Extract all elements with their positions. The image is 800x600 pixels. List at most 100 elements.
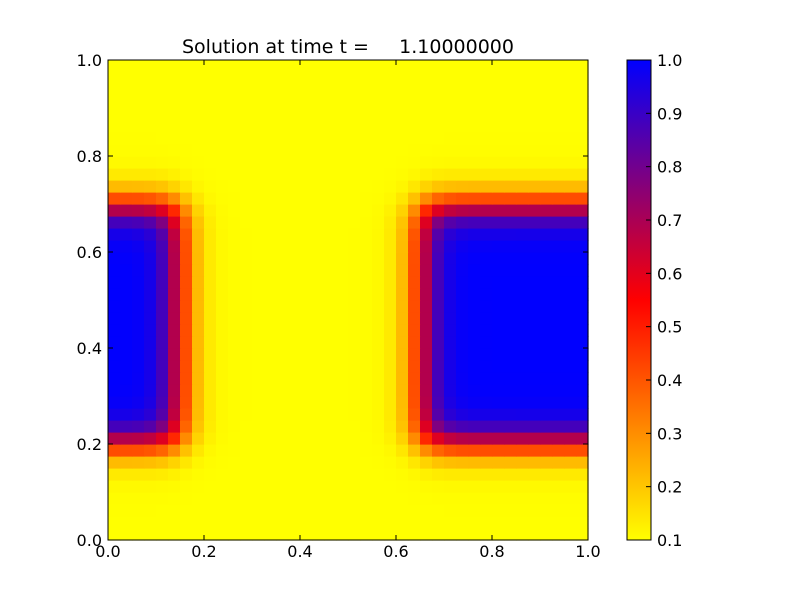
heatmap-cell (372, 468, 385, 481)
heatmap-cell (216, 408, 229, 421)
heatmap-cell (156, 444, 169, 457)
heatmap-cell (456, 456, 469, 469)
heatmap-cell (252, 120, 265, 133)
heatmap-cell (192, 72, 205, 85)
heatmap-cell (564, 168, 577, 181)
heatmap-cell (204, 516, 217, 529)
heatmap-cell (240, 276, 253, 289)
heatmap-cell (360, 384, 373, 397)
heatmap-cell (360, 300, 373, 313)
heatmap-cell (336, 72, 349, 85)
heatmap-cell (204, 60, 217, 73)
heatmap-cell (252, 156, 265, 169)
heatmap-cell (228, 84, 241, 97)
heatmap-cell (336, 348, 349, 361)
heatmap-cell (468, 192, 481, 205)
heatmap-cell (432, 420, 445, 433)
heatmap-cell (324, 216, 337, 229)
colorbar-tick-label: 0.6 (657, 264, 682, 283)
heatmap-cell (288, 300, 301, 313)
heatmap-cell (120, 168, 133, 181)
heatmap-cell (240, 408, 253, 421)
heatmap-cell (540, 444, 553, 457)
heatmap-cell (132, 228, 145, 241)
heatmap-cell (240, 180, 253, 193)
heatmap-cell (132, 156, 145, 169)
heatmap-cell (276, 348, 289, 361)
heatmap-cell (324, 96, 337, 109)
heatmap-cell (336, 480, 349, 493)
heatmap-cell (156, 456, 169, 469)
heatmap-cell (120, 480, 133, 493)
heatmap-cell (480, 516, 493, 529)
heatmap-cell (564, 432, 577, 445)
heatmap-cell (276, 156, 289, 169)
heatmap-cell (336, 240, 349, 253)
heatmap-cell (480, 96, 493, 109)
heatmap-cell (312, 264, 325, 277)
heatmap-cell (216, 516, 229, 529)
heatmap-cell (432, 312, 445, 325)
heatmap-cell (144, 372, 157, 385)
heatmap-cell (312, 240, 325, 253)
colorbar-tick-label: 0.1 (657, 531, 682, 550)
heatmap-cell (324, 108, 337, 121)
heatmap-cell (348, 408, 361, 421)
heatmap-cell (144, 132, 157, 145)
heatmap-cell (528, 168, 541, 181)
heatmap-cell (576, 516, 589, 529)
heatmap-cell (372, 156, 385, 169)
heatmap-cell (444, 144, 457, 157)
heatmap-cell (192, 108, 205, 121)
colorbar-tick-label: 0.7 (657, 211, 682, 230)
heatmap-cell (468, 264, 481, 277)
heatmap-cell (552, 156, 565, 169)
heatmap-cell (564, 108, 577, 121)
heatmap-cell (372, 132, 385, 145)
heatmap-cell (468, 432, 481, 445)
heatmap-cell (372, 288, 385, 301)
heatmap-cell (360, 456, 373, 469)
heatmap-cell (108, 468, 121, 481)
heatmap-cell (204, 72, 217, 85)
heatmap-cell (300, 240, 313, 253)
heatmap-cell (360, 396, 373, 409)
heatmap-cell (432, 180, 445, 193)
heatmap-cell (252, 384, 265, 397)
heatmap-cell (276, 276, 289, 289)
heatmap-cell (144, 108, 157, 121)
heatmap-cell (576, 396, 589, 409)
heatmap-cell (384, 120, 397, 133)
heatmap-cell (468, 408, 481, 421)
heatmap-cell (456, 336, 469, 349)
heatmap-cell (324, 360, 337, 373)
heatmap-cell (480, 180, 493, 193)
heatmap-cell (108, 360, 121, 373)
heatmap-cell (180, 96, 193, 109)
heatmap-cell (372, 264, 385, 277)
heatmap-cell (144, 204, 157, 217)
heatmap-cell (336, 420, 349, 433)
heatmap-cell (348, 96, 361, 109)
heatmap-cell (528, 348, 541, 361)
heatmap-cell (420, 336, 433, 349)
heatmap-cell (360, 408, 373, 421)
heatmap-cell (348, 228, 361, 241)
heatmap-cell (204, 120, 217, 133)
heatmap-cell (396, 108, 409, 121)
heatmap-cell (408, 120, 421, 133)
heatmap-cell (168, 132, 181, 145)
colorbar-tick-label: 0.2 (657, 478, 682, 497)
heatmap-cell (312, 336, 325, 349)
heatmap-cell (456, 516, 469, 529)
heatmap-cell (204, 144, 217, 157)
heatmap-cell (216, 360, 229, 373)
heatmap-cell (384, 516, 397, 529)
heatmap-cell (420, 324, 433, 337)
heatmap-cell (324, 456, 337, 469)
heatmap-cell (228, 468, 241, 481)
heatmap-cell (396, 228, 409, 241)
heatmap-cell (336, 204, 349, 217)
heatmap-cell (456, 120, 469, 133)
heatmap-cell (564, 276, 577, 289)
